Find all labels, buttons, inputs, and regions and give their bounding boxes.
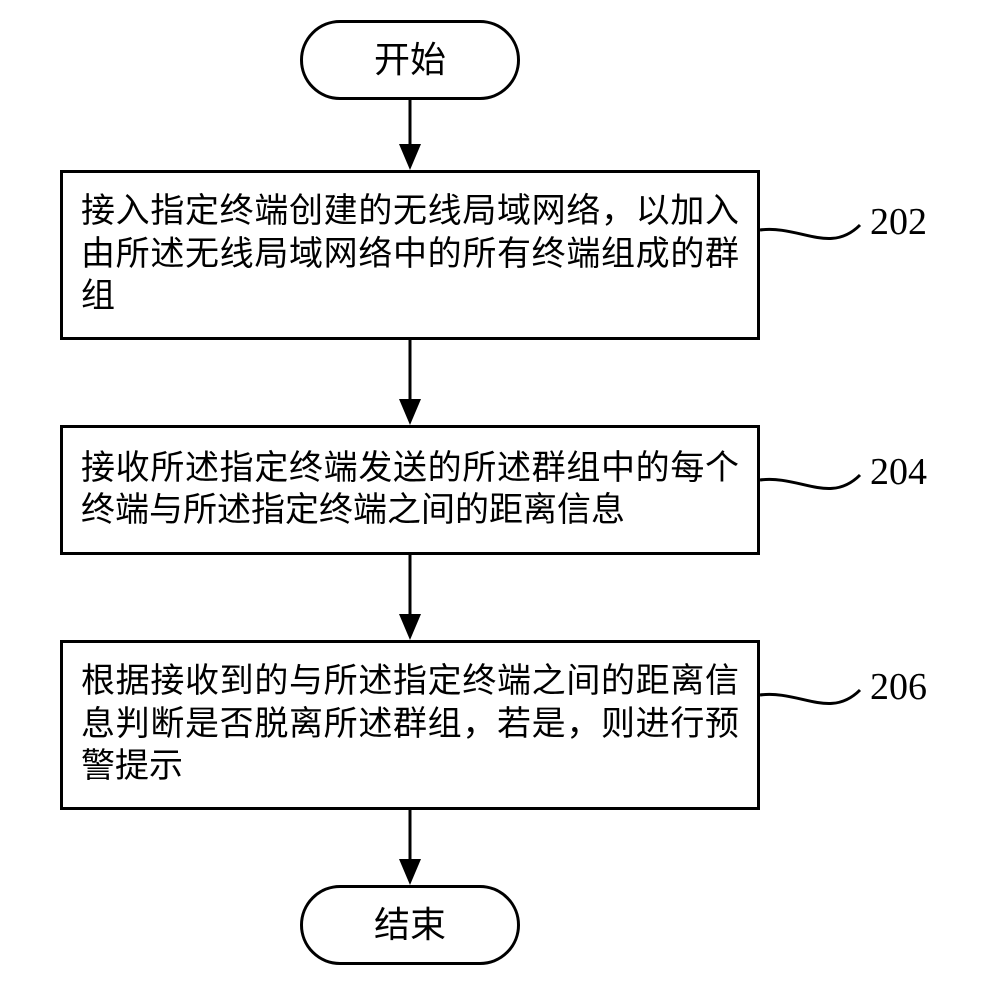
end-node: 结束 — [300, 885, 520, 965]
edge-step1-step2 — [399, 340, 421, 425]
connector-l2 — [760, 475, 860, 489]
step1-number: 202 — [870, 200, 927, 244]
step3-node: 根据接收到的与所述指定终端之间的距离信息判断是否脱离所述群组，若是，则进行预警提… — [60, 640, 760, 810]
start-node: 开始 — [300, 20, 520, 100]
step2-text: 接收所述指定终端发送的所述群组中的每个终端与所述指定终端之间的距离信息 — [81, 448, 739, 533]
step1-node: 接入指定终端创建的无线局域网络，以加入由所述无线局域网络中的所有终端组成的群组 — [60, 170, 760, 340]
step1-text: 接入指定终端创建的无线局域网络，以加入由所述无线局域网络中的所有终端组成的群组 — [81, 191, 739, 319]
edge-step3-end — [399, 810, 421, 885]
edge-step2-step3 — [399, 555, 421, 640]
step3-number: 206 — [870, 665, 927, 709]
start-label: 开始 — [374, 38, 446, 83]
step2-number: 204 — [870, 450, 927, 494]
connector-l3 — [760, 690, 860, 704]
step3-text: 根据接收到的与所述指定终端之间的距离信息判断是否脱离所述群组，若是，则进行预警提… — [81, 661, 739, 789]
end-label: 结束 — [374, 903, 446, 948]
connector-l1 — [760, 225, 860, 239]
flowchart-canvas: 开始 接入指定终端创建的无线局域网络，以加入由所述无线局域网络中的所有终端组成的… — [0, 0, 1000, 992]
edge-start-step1 — [399, 100, 421, 170]
step2-node: 接收所述指定终端发送的所述群组中的每个终端与所述指定终端之间的距离信息 — [60, 425, 760, 555]
